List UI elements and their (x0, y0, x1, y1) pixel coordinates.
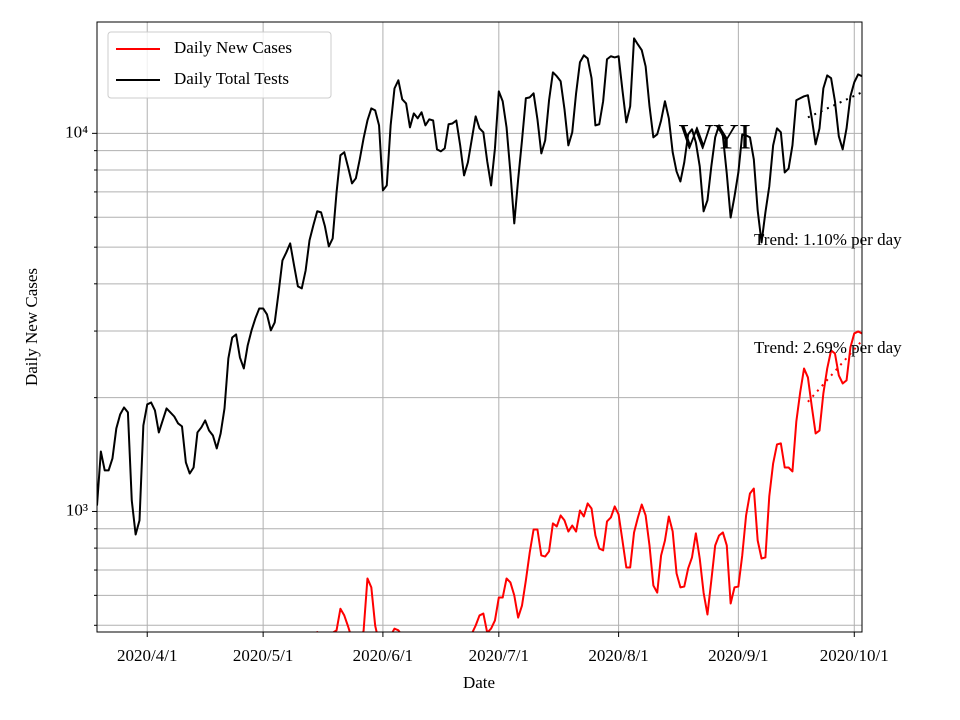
data-line (315, 330, 862, 632)
axes: 2020/4/1 2020/5/1 2020/6/1 2020/7/1 2020/8/1… (65, 122, 889, 665)
y-tick-label: 10³ (66, 500, 88, 519)
annotation: Trend: 1.10% per day (754, 230, 902, 249)
legend-label: Daily New Cases (174, 38, 292, 57)
x-tick-label: 2020/10/1 (820, 646, 889, 665)
legend-label: Daily Total Tests (174, 69, 289, 88)
x-tick-label: 2020/4/1 (117, 646, 177, 665)
legend: Daily New Cases Daily Total Tests (107, 31, 332, 99)
trend-line (807, 91, 862, 119)
x-tick-label: 2020/6/1 (353, 646, 413, 665)
axes-frame (96, 21, 863, 633)
x-tick-label: 2020/5/1 (233, 646, 293, 665)
data-line (97, 37, 862, 536)
legend-box (107, 31, 332, 99)
grid (97, 22, 862, 632)
y-axis-label: Daily New Cases (22, 268, 41, 386)
x-tick-label: 2020/8/1 (588, 646, 648, 665)
y-tick-label: 10⁴ (65, 122, 88, 141)
x-axis-label: Date (463, 673, 495, 692)
watermark: WYI (679, 116, 751, 156)
x-tick-label: 2020/7/1 (469, 646, 529, 665)
annotation: Trend: 2.69% per day (754, 338, 902, 357)
plot-area (97, 37, 862, 632)
x-tick-label: 2020/9/1 (708, 646, 768, 665)
